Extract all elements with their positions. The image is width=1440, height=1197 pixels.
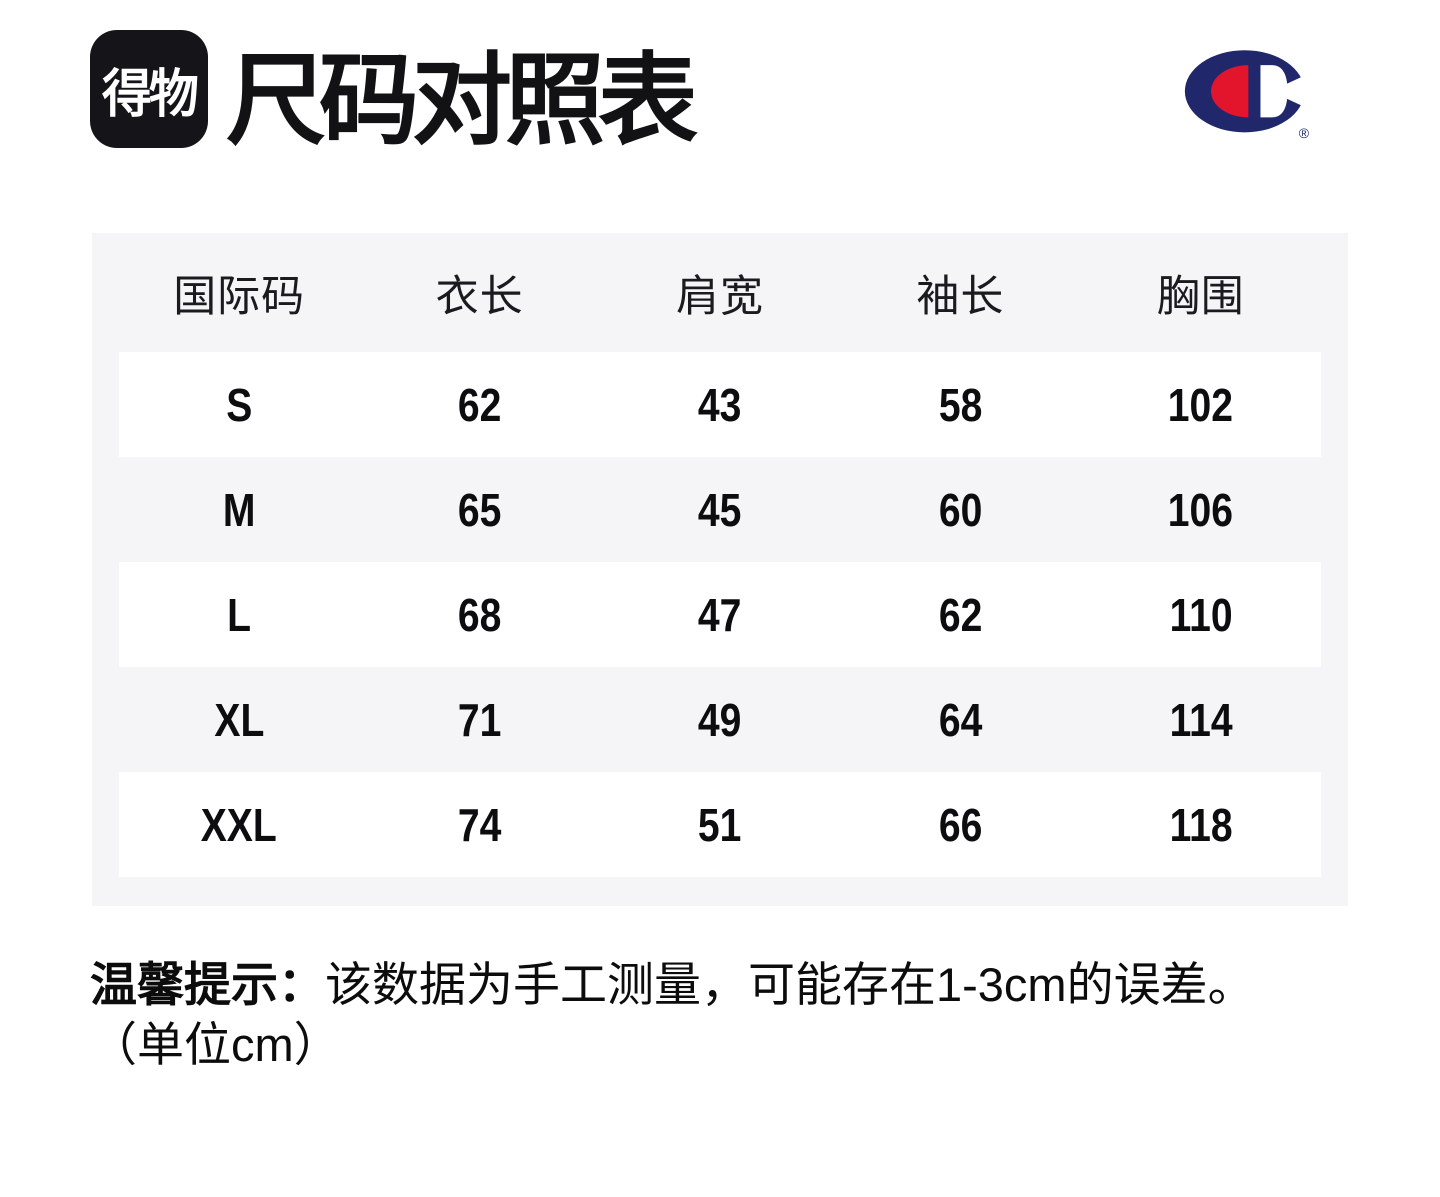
cell-length: 71 (457, 693, 502, 746)
champion-logo: ® (1183, 48, 1323, 142)
cell-size: XL (214, 693, 265, 746)
cell-chest: 114 (1169, 693, 1233, 746)
cell-shoulder: 51 (698, 798, 742, 851)
table-row: M 65 45 60 106 (119, 457, 1321, 562)
table-row: XXL 74 51 66 118 (119, 772, 1321, 877)
cell-chest: 110 (1169, 588, 1233, 641)
registered-mark: ® (1299, 125, 1310, 141)
table-row: XL 71 49 64 114 (119, 667, 1321, 772)
cell-size: M (222, 483, 256, 536)
cell-chest: 102 (1168, 378, 1234, 431)
size-table: 国际码 衣长 肩宽 袖长 胸围 S 62 43 58 102 M 65 45 6… (92, 233, 1348, 906)
note-line-1: 温馨提示：该数据为手工测量，可能存在1-3cm的误差。 (90, 955, 1255, 1015)
column-header-sleeve: 袖长 (916, 272, 1005, 321)
cell-sleeve: 66 (938, 798, 983, 851)
note-line-2: （单位cm） (90, 1015, 1255, 1075)
cell-shoulder: 49 (698, 693, 742, 746)
cell-sleeve: 64 (938, 693, 983, 746)
cell-sleeve: 58 (938, 378, 983, 431)
cell-length: 62 (457, 378, 502, 431)
column-header-length: 衣长 (435, 272, 524, 321)
cell-length: 65 (457, 483, 502, 536)
page-title: 尺码对照表 (226, 44, 698, 157)
cell-sleeve: 60 (938, 483, 983, 536)
table-header-row: 国际码 衣长 肩宽 袖长 胸围 (119, 233, 1321, 352)
cell-sleeve: 62 (938, 588, 983, 641)
note: 温馨提示：该数据为手工测量，可能存在1-3cm的误差。 （单位cm） (90, 955, 1255, 1075)
cell-chest: 106 (1168, 483, 1234, 536)
cell-size: S (226, 378, 253, 431)
cell-length: 74 (457, 798, 502, 851)
column-header-chest: 胸围 (1156, 272, 1245, 321)
cell-size: XXL (201, 798, 278, 851)
table-row: L 68 47 62 110 (119, 562, 1321, 667)
cell-length: 68 (457, 588, 502, 641)
dewu-logo-text: 得物 (101, 65, 199, 124)
champion-c-icon: ® (1184, 50, 1323, 141)
cell-shoulder: 45 (698, 483, 742, 536)
cell-size: L (227, 588, 252, 641)
cell-shoulder: 47 (698, 588, 742, 641)
cell-chest: 118 (1169, 798, 1233, 851)
column-header-shoulder: 肩宽 (675, 272, 764, 321)
cell-shoulder: 43 (698, 378, 742, 431)
table-row: S 62 43 58 102 (119, 352, 1321, 457)
dewu-logo: 得物 (90, 30, 208, 148)
column-header-size: 国际码 (173, 272, 306, 321)
note-text: 该数据为手工测量，可能存在1-3cm的误差。 (325, 958, 1255, 1011)
note-unit: （单位cm） (90, 1018, 341, 1071)
note-label: 温馨提示： (90, 958, 325, 1011)
